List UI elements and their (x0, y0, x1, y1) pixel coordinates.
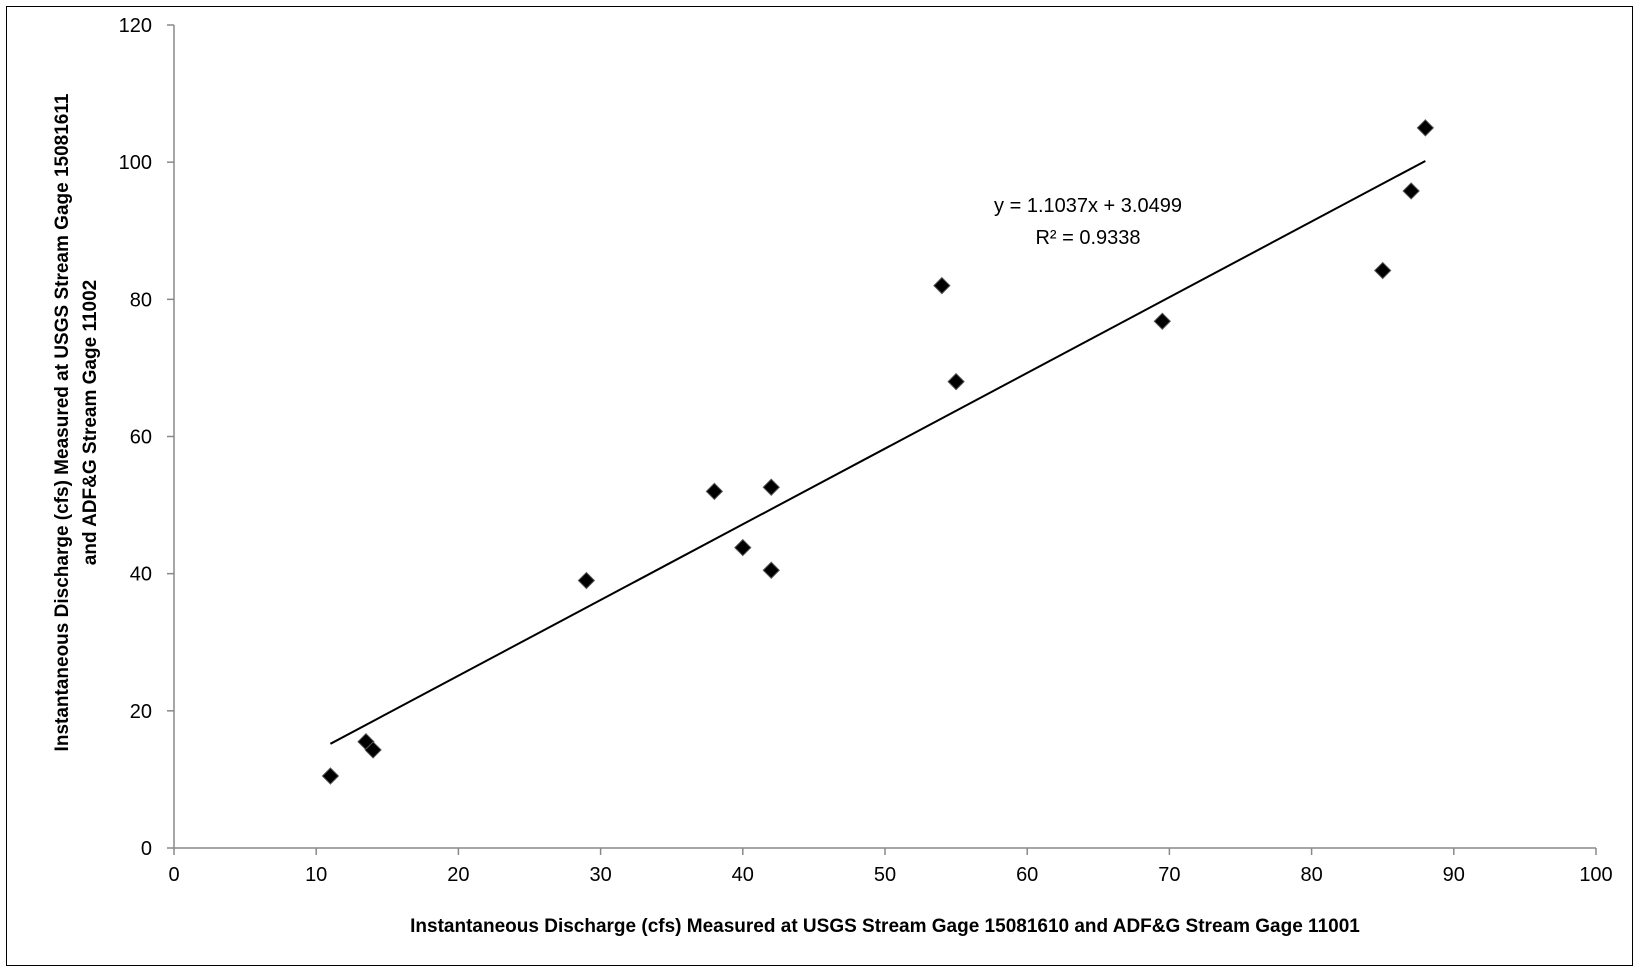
data-point (1416, 119, 1435, 137)
x-tick-label: 10 (305, 864, 327, 886)
chart-labels: y = 1.1037x + 3.0499 R² = 0.9338 Instant… (52, 93, 1360, 937)
data-point (1402, 182, 1420, 200)
y-tick-label: 0 (141, 838, 152, 860)
y-axis-title-line-2: and ADF&G Stream Gage 11002 (80, 280, 101, 565)
data-point (933, 276, 951, 295)
data-point (1373, 261, 1392, 280)
x-tick-label: 60 (1016, 864, 1038, 886)
data-point (705, 482, 724, 501)
x-tick-label: 30 (589, 864, 611, 886)
y-tick-label: 60 (130, 427, 152, 449)
data-point (762, 561, 780, 579)
trendline (329, 160, 1426, 745)
x-tick-label: 40 (732, 864, 754, 886)
trendline-equation: y = 1.1037x + 3.0499 (994, 195, 1182, 217)
x-tick-label: 90 (1443, 864, 1465, 886)
trendline-group (329, 160, 1426, 745)
y-tick-label: 40 (130, 564, 152, 586)
data-point (734, 538, 752, 557)
x-tick-label: 100 (1579, 864, 1612, 886)
x-tick-label: 0 (168, 864, 179, 886)
y-tick-label: 20 (130, 701, 152, 723)
data-point (321, 767, 340, 785)
y-axis-title-line-1: Instantaneous Discharge (cfs) Measured a… (52, 93, 73, 751)
data-points (321, 119, 1435, 785)
chart-frame (6, 6, 1633, 966)
trendline-r-squared: R² = 0.9338 (1035, 227, 1140, 249)
y-tick-label: 120 (119, 15, 152, 37)
ticks: 0 10 20 30 40 50 60 70 80 90 100 0 20 40 60 80 100 120 (119, 15, 1613, 886)
data-point (762, 478, 780, 496)
data-point (947, 372, 965, 391)
x-axis-title: Instantaneous Discharge (cfs) Measured a… (410, 916, 1360, 937)
data-point (577, 571, 596, 590)
data-point (1153, 312, 1171, 330)
x-tick-label: 20 (447, 864, 469, 886)
data-point (364, 741, 382, 759)
x-tick-label: 70 (1158, 864, 1180, 886)
y-tick-label: 100 (119, 152, 152, 174)
y-tick-label: 80 (130, 289, 152, 311)
x-tick-label: 80 (1300, 864, 1322, 886)
axes (173, 25, 1596, 849)
x-tick-label: 50 (874, 864, 896, 886)
